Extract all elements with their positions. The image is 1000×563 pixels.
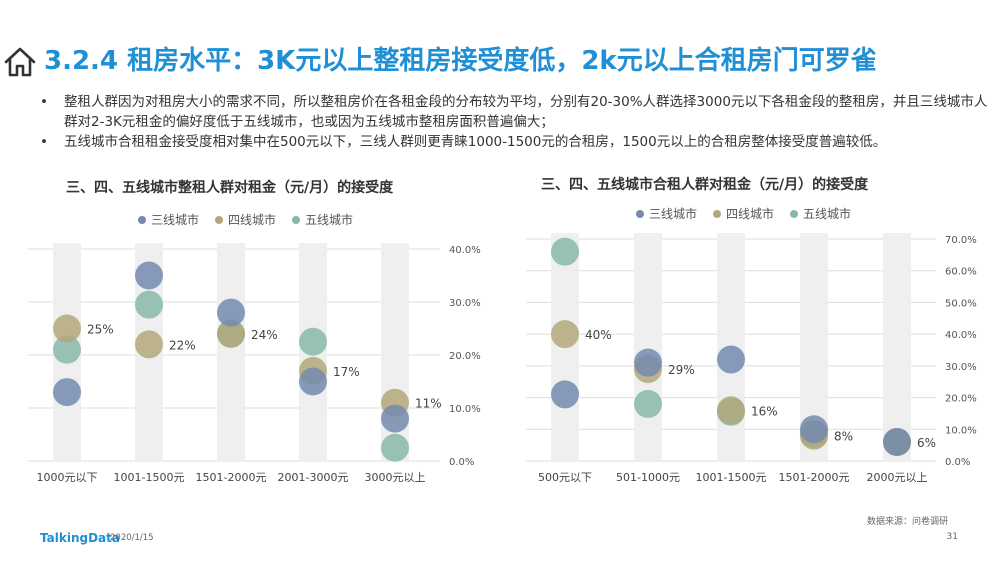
data-point <box>135 261 163 290</box>
bullet-text: 整租人群因为对租房大小的需求不同，所以整租房价在各租金段的分布较为平均，分别有2… <box>64 94 988 130</box>
x-tick-label: 1501-2000元 <box>196 471 267 484</box>
legend-item: 四线城市 <box>215 211 276 228</box>
data-point <box>135 290 163 319</box>
legend-item: 五线城市 <box>292 211 353 228</box>
chart-legend-shared-rent: 三线城市 四线城市 五线城市 <box>636 205 851 222</box>
legend-swatch <box>292 215 301 224</box>
bullet-item: • 整租人群因为对租房大小的需求不同，所以整租房价在各租金段的分布较为平均，分别… <box>40 92 990 132</box>
footer-date: 2020/1/15 <box>110 533 154 543</box>
legend-item: 三线城市 <box>138 211 199 228</box>
data-label: 22% <box>169 338 196 352</box>
x-tick-label: 1001-1500元 <box>114 471 185 484</box>
data-label: 25% <box>87 323 114 337</box>
legend-swatch <box>215 215 224 224</box>
data-source: 数据来源：问卷调研 <box>866 517 948 527</box>
y-tick-label: 30.0% <box>449 298 481 309</box>
page-title: 3.2.4 租房水平：3K元以上整租房接受度低，2k元以上合租房门可罗雀 <box>44 46 877 76</box>
y-tick-label: 20.0% <box>449 351 481 362</box>
bullet-list: • 整租人群因为对租房大小的需求不同，所以整租房价在各租金段的分布较为平均，分别… <box>40 92 990 152</box>
data-point <box>53 378 81 407</box>
chart-title-shared-rent: 三、四、五线城市合租人群对租金（元/月）的接受度 <box>541 177 869 193</box>
data-label: 11% <box>415 397 442 411</box>
data-point <box>53 335 81 364</box>
chart-legend-whole-rent: 三线城市 四线城市 五线城市 <box>138 211 353 228</box>
bullet-dot: • <box>40 134 48 150</box>
bullet-text: 五线城市合租租金接受度相对集中在500元以下，三线人群则更青睐1000-1500… <box>64 134 887 150</box>
legend-label: 四线城市 <box>726 207 775 221</box>
data-point <box>217 298 245 327</box>
legend-label: 五线城市 <box>305 213 354 227</box>
x-tick-label: 3000元以上 <box>365 471 426 484</box>
data-label: 24% <box>251 328 278 342</box>
legend-label: 三线城市 <box>151 213 200 227</box>
data-point <box>299 367 327 396</box>
legend-label: 四线城市 <box>228 213 277 227</box>
legend-label: 三线城市 <box>649 207 698 221</box>
y-tick-label: 0.0% <box>449 457 474 468</box>
legend-label: 五线城市 <box>803 207 852 221</box>
home-icon[interactable] <box>2 44 38 80</box>
x-tick-label: 1000元以下 <box>37 471 98 484</box>
legend-item: 五线城市 <box>790 205 851 222</box>
brand-logo: TalkingData <box>40 531 120 545</box>
bullet-dot: • <box>40 94 48 110</box>
legend-item: 三线城市 <box>636 205 697 222</box>
category-track <box>217 243 245 461</box>
data-point <box>135 330 163 359</box>
legend-item: 四线城市 <box>713 205 774 222</box>
page-number: 31 <box>946 532 958 542</box>
data-point <box>299 327 327 356</box>
legend-swatch <box>636 209 644 218</box>
y-tick-label: 40.0% <box>449 245 481 256</box>
legend-swatch <box>713 209 722 218</box>
data-point <box>381 433 409 462</box>
legend-swatch <box>790 209 799 218</box>
chart-title-whole-rent: 三、四、五线城市整租人群对租金（元/月）的接受度 <box>66 180 394 196</box>
data-label: 17% <box>333 365 360 379</box>
data-point <box>381 404 409 433</box>
data-point <box>217 319 245 348</box>
bullet-item: • 五线城市合租租金接受度相对集中在500元以下，三线人群则更青睐1000-15… <box>40 132 990 152</box>
data-point <box>53 314 81 343</box>
y-tick-label: 10.0% <box>449 404 481 415</box>
legend-swatch <box>138 215 146 224</box>
x-tick-label: 2001-3000元 <box>278 471 349 484</box>
